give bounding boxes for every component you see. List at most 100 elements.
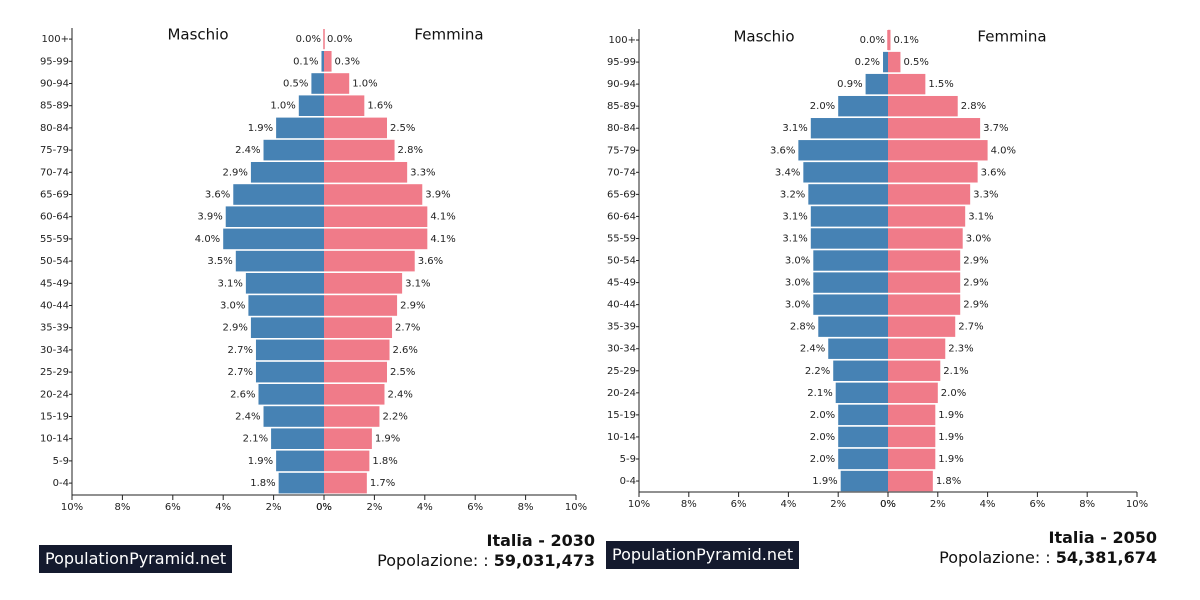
male-bar-2050 <box>835 382 888 404</box>
male-value-2030: 3.6% <box>205 190 230 201</box>
female-value-2050: 2.9% <box>963 278 988 289</box>
age-label-2050: 50-54 <box>607 256 636 267</box>
x-tick-label-2050: 0% <box>880 499 896 510</box>
age-label-2030: 95-99 <box>40 56 69 67</box>
female-bar-2050 <box>888 95 958 117</box>
male-value-2050: 3.1% <box>782 211 807 222</box>
female-value-2050: 1.5% <box>928 79 953 90</box>
age-label-2030: 10-14 <box>40 434 69 445</box>
x-tick-label-2030: 8% <box>518 502 534 513</box>
female-bar-2050 <box>888 206 966 227</box>
male-bar-2030 <box>271 428 324 449</box>
male-value-2030: 2.9% <box>223 167 248 178</box>
male-value-2030: 1.9% <box>248 456 273 467</box>
male-bar-2050 <box>798 140 888 161</box>
x-tick-label-2050: 2% <box>930 499 946 510</box>
male-value-2030: 2.6% <box>230 389 255 400</box>
age-label-2030: 90-94 <box>40 79 69 90</box>
female-bar-2030 <box>324 139 395 161</box>
male-bar-2050 <box>828 338 888 359</box>
age-label-2030: 75-79 <box>40 145 69 156</box>
male-value-2050: 1.9% <box>812 476 837 487</box>
age-label-2050: 85-89 <box>607 101 636 112</box>
female-value-2030: 2.9% <box>400 301 425 312</box>
female-value-2030: 4.1% <box>430 212 455 223</box>
age-label-2050: 40-44 <box>607 300 636 311</box>
female-bar-2030 <box>324 162 408 183</box>
female-value-2050: 3.6% <box>981 167 1006 178</box>
male-value-2030: 3.0% <box>220 301 245 312</box>
female-value-2030: 3.6% <box>418 256 443 267</box>
male-value-2050: 2.0% <box>810 101 835 112</box>
female-value-2030: 2.4% <box>387 389 412 400</box>
female-bar-2050 <box>888 162 978 183</box>
male-bar-2050 <box>818 316 888 337</box>
female-value-2050: 2.9% <box>963 256 988 267</box>
female-value-2030: 2.5% <box>390 123 415 134</box>
male-bar-2050 <box>838 426 888 448</box>
female-value-2030: 2.8% <box>398 145 423 156</box>
female-bar-2030 <box>324 384 385 405</box>
x-tick-label-2030: 6% <box>165 502 181 513</box>
female-value-2050: 2.1% <box>943 366 968 377</box>
age-label-2050: 0-4 <box>620 476 636 487</box>
female-value-2050: 3.1% <box>968 211 993 222</box>
male-value-2050: 0.9% <box>837 79 862 90</box>
female-bar-2050 <box>888 250 961 271</box>
male-value-2050: 0.2% <box>855 57 880 68</box>
male-value-2050: 2.1% <box>807 388 832 399</box>
female-value-2050: 2.7% <box>958 322 983 333</box>
x-tick-label-2030: 4% <box>215 502 231 513</box>
x-tick-label-2050: 10% <box>628 499 650 510</box>
x-tick-label-2030: 0% <box>316 502 332 513</box>
female-bar-2050 <box>888 426 936 448</box>
male-value-2050: 2.4% <box>800 344 825 355</box>
age-label-2050: 15-19 <box>607 410 636 421</box>
male-value-2030: 1.0% <box>270 101 295 112</box>
x-tick-label-2050: 4% <box>980 499 996 510</box>
population-value-2050: 54,381,674 <box>1055 548 1157 567</box>
brand-logo-2030[interactable]: PopulationPyramid.net <box>39 545 233 573</box>
male-bar-2030 <box>255 339 324 361</box>
x-tick-label-2050: 6% <box>1029 499 1045 510</box>
male-bar-2030 <box>276 117 324 139</box>
female-bar-2030 <box>324 250 415 272</box>
male-value-2030: 3.9% <box>197 212 222 223</box>
age-label-2030: 50-54 <box>40 256 69 267</box>
female-bar-2050 <box>888 73 926 95</box>
female-value-2050: 2.8% <box>961 101 986 112</box>
x-tick-label-2050: 8% <box>1079 499 1095 510</box>
brand-logo-2050[interactable]: PopulationPyramid.net <box>606 541 800 569</box>
pyramid-title-2050: Italia - 2050 <box>1048 528 1157 547</box>
age-label-2030: 20-24 <box>40 389 69 400</box>
population-2050: Popolazione: : 54,381,674 <box>939 548 1157 568</box>
male-bar-2030 <box>225 206 324 227</box>
x-tick-label-2030: 10% <box>565 502 587 513</box>
male-bar-2050 <box>810 206 888 227</box>
female-value-2050: 2.3% <box>948 344 973 355</box>
male-value-2030: 2.4% <box>235 145 260 156</box>
x-tick-label-2030: 10% <box>61 502 83 513</box>
age-label-2050: 20-24 <box>607 388 636 399</box>
female-bar-2050 <box>888 360 941 381</box>
female-bar-2030 <box>324 317 393 338</box>
male-value-2050: 0.0% <box>860 35 885 46</box>
age-label-2030: 100+ <box>42 34 69 45</box>
age-label-2030: 60-64 <box>40 212 69 223</box>
male-value-2050: 3.6% <box>770 145 795 156</box>
age-label-2050: 35-39 <box>607 322 636 333</box>
male-bar-2030 <box>248 295 324 316</box>
female-value-2030: 2.2% <box>382 412 407 423</box>
male-bar-2030 <box>235 250 324 272</box>
male-value-2050: 2.8% <box>790 322 815 333</box>
age-label-2030: 25-29 <box>40 367 69 378</box>
male-bar-2050 <box>840 470 888 492</box>
male-bar-2050 <box>813 272 888 293</box>
male-bar-2050 <box>838 448 888 470</box>
female-value-2050: 1.9% <box>938 432 963 443</box>
population-value-2030: 59,031,473 <box>493 551 595 570</box>
x-tick-label-2050: 10% <box>1126 499 1148 510</box>
female-value-2030: 3.3% <box>410 167 435 178</box>
male-bar-2030 <box>263 139 324 161</box>
female-bar-2030 <box>324 450 370 472</box>
